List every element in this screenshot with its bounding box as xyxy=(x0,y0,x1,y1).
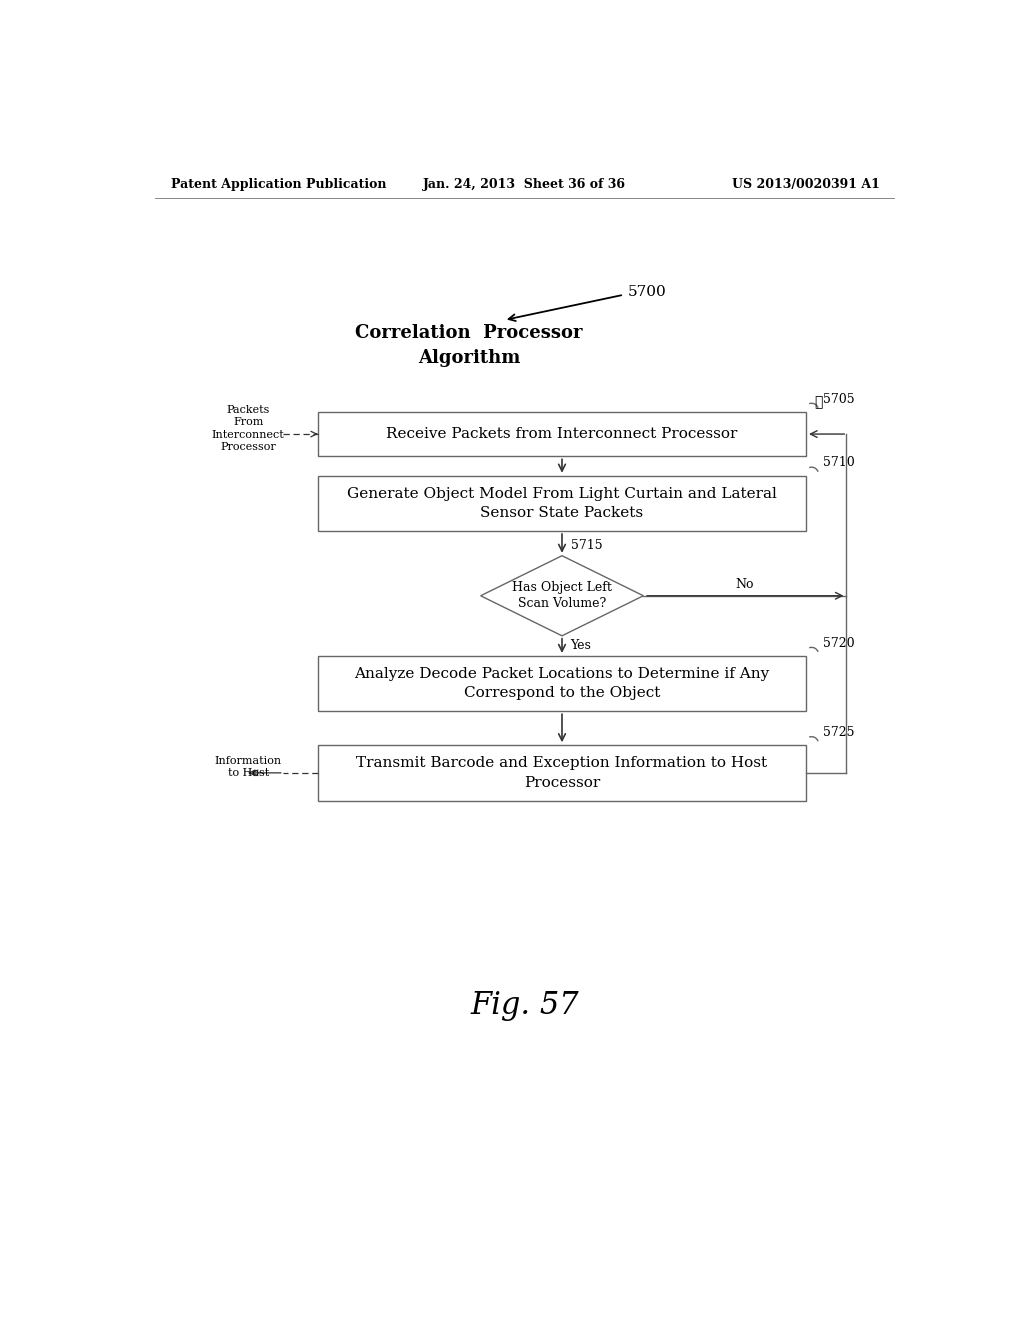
Text: 5710: 5710 xyxy=(823,457,855,470)
Text: 5715: 5715 xyxy=(571,539,603,552)
Text: No: No xyxy=(735,578,754,591)
Text: Patent Application Publication: Patent Application Publication xyxy=(171,178,386,190)
Text: Fig. 57: Fig. 57 xyxy=(470,990,580,1020)
Bar xyxy=(317,412,806,457)
Text: ✓: ✓ xyxy=(814,396,822,409)
Text: 5705: 5705 xyxy=(823,392,855,405)
Polygon shape xyxy=(480,556,643,636)
Text: Yes: Yes xyxy=(569,639,591,652)
Text: Correlation  Processor
Algorithm: Correlation Processor Algorithm xyxy=(355,323,583,367)
Bar xyxy=(317,656,806,711)
Text: Jan. 24, 2013  Sheet 36 of 36: Jan. 24, 2013 Sheet 36 of 36 xyxy=(423,178,627,190)
Text: 5700: 5700 xyxy=(628,285,667,300)
Text: 5720: 5720 xyxy=(823,636,855,649)
Text: 5725: 5725 xyxy=(823,726,855,739)
Text: Analyze Decode Packet Locations to Determine if Any
Correspond to the Object: Analyze Decode Packet Locations to Deter… xyxy=(354,667,770,701)
Text: Receive Packets from Interconnect Processor: Receive Packets from Interconnect Proces… xyxy=(386,428,737,441)
Text: US 2013/0020391 A1: US 2013/0020391 A1 xyxy=(732,178,880,190)
Text: Transmit Barcode and Exception Information to Host
Processor: Transmit Barcode and Exception Informati… xyxy=(356,756,768,789)
Text: Generate Object Model From Light Curtain and Lateral
Sensor State Packets: Generate Object Model From Light Curtain… xyxy=(347,487,777,520)
Text: Has Object Left
Scan Volume?: Has Object Left Scan Volume? xyxy=(512,581,612,610)
Text: Information
to Host: Information to Host xyxy=(215,756,282,779)
Bar xyxy=(317,475,806,531)
Text: Packets
From
Interconnect
Processor: Packets From Interconnect Processor xyxy=(212,405,285,451)
Bar xyxy=(317,746,806,800)
